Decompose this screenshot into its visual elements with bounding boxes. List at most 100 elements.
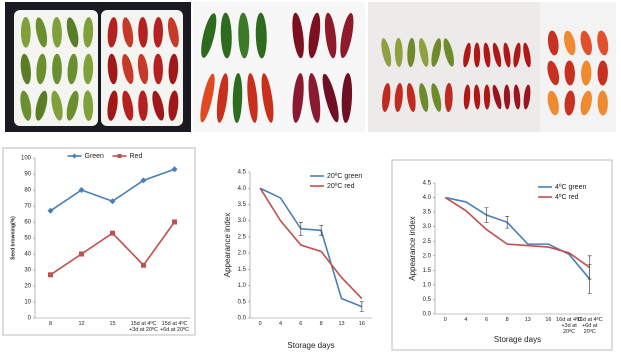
x-tick-label-box: 8	[506, 317, 509, 323]
point	[47, 207, 54, 214]
pepper	[340, 12, 354, 59]
pepper	[232, 73, 243, 123]
x-tick-label: 12	[78, 321, 85, 327]
y-tick-label: 2.0	[423, 253, 432, 259]
pepper	[107, 53, 118, 85]
series-line	[444, 196, 591, 269]
error-bar	[587, 255, 592, 280]
y-tick-label: 90	[24, 172, 31, 178]
pepper	[168, 53, 179, 85]
pepper	[564, 60, 575, 86]
peppers	[20, 12, 609, 123]
pepper	[407, 37, 416, 68]
x-tick-label-box: 16	[545, 317, 552, 323]
legend-label: 20ºC green	[327, 173, 362, 180]
series-line	[259, 187, 363, 308]
legend-label: Red	[130, 153, 143, 160]
pepper	[503, 84, 511, 110]
pepper	[20, 90, 32, 121]
pepper	[581, 60, 592, 86]
y-tick-label: 60	[24, 220, 31, 226]
pepper	[247, 73, 258, 123]
point	[110, 230, 115, 236]
y-tick-label: 2.5	[423, 239, 432, 245]
pepper	[394, 82, 403, 113]
pepper	[52, 53, 62, 85]
pepper	[122, 90, 134, 121]
y-tick-label: 10	[24, 300, 31, 306]
pepper	[107, 17, 118, 48]
pepper	[597, 60, 608, 86]
x-tick-label-box: 15d at 4ºC +6d at 20ºC	[159, 321, 190, 334]
pepper	[83, 90, 94, 121]
pepper	[66, 90, 79, 121]
x-tick-label: 16	[545, 317, 552, 323]
pepper	[238, 12, 250, 59]
x-tick-label: 15d at 4ºC +3d at 20ºC	[128, 321, 159, 334]
x-tick-label-box: 8	[320, 321, 323, 327]
y-tick-label: 100	[21, 156, 32, 162]
pepper	[473, 42, 481, 68]
x-tick-label: 13	[524, 317, 531, 323]
y-tick-label: 80	[24, 188, 31, 194]
pepper	[220, 12, 232, 59]
pepper	[167, 17, 179, 48]
pepper	[107, 90, 118, 121]
pepper	[483, 84, 491, 110]
pepper	[36, 53, 47, 85]
y-tick-label: 1.0	[423, 282, 432, 288]
y-tick-label: 4.5	[238, 170, 247, 176]
error-bar	[359, 301, 364, 312]
x-tick-label: 15d at 4ºC +6d at 20ºC	[159, 321, 190, 334]
y-tick-label: 4.0	[423, 195, 432, 201]
pepper	[406, 83, 416, 112]
x-tick-label: 6	[299, 321, 303, 327]
pepper	[83, 53, 94, 85]
x-tick-label: 15	[109, 321, 116, 327]
point	[79, 251, 84, 257]
x-tick-label-box: 12	[78, 321, 85, 327]
y-tick-label: 0	[28, 316, 32, 322]
x-tick-label-box: 13	[338, 321, 345, 327]
pepper	[580, 30, 592, 56]
y-tick-label: 0.5	[423, 297, 432, 303]
point	[172, 219, 177, 225]
y-tick-label: 0.5	[238, 299, 247, 305]
x-tick-label-box: 16	[359, 321, 365, 327]
pepper	[67, 53, 78, 85]
x-tick-label: 13	[338, 321, 345, 327]
pepper	[255, 12, 267, 59]
y-tick-label: 0.0	[238, 316, 247, 322]
pepper	[394, 37, 403, 68]
pepper	[308, 12, 321, 59]
error-bar	[484, 207, 489, 223]
pepper	[473, 84, 481, 110]
pepper	[547, 30, 559, 56]
x-tick-label: 4	[278, 321, 283, 327]
y-tick-label: 4.0	[238, 186, 247, 192]
x-tick-label-box: 16d at 4ºC +6d at 20ºC	[577, 317, 603, 335]
x-tick-label-box: 4	[278, 321, 283, 327]
pepper	[341, 73, 353, 123]
pepper	[483, 42, 491, 68]
pepper	[153, 53, 163, 85]
y-tick-label: 20	[24, 284, 31, 290]
x-tick-label-box: 16d at 4ºC +3d at 20ºC	[556, 317, 582, 335]
y-tick-label: 70	[24, 204, 31, 210]
y-tick-label: 2.5	[238, 234, 247, 240]
x-axis-title: Storage days	[494, 335, 541, 344]
y-tick-label: 1.5	[423, 268, 432, 274]
pepper	[564, 30, 576, 56]
series-line	[50, 168, 175, 212]
y-tick-label: 3.0	[423, 224, 432, 230]
x-tick-label-box: 15	[109, 321, 116, 327]
point	[48, 272, 53, 278]
chart-frame	[391, 159, 613, 351]
pepper	[292, 12, 304, 59]
x-tick-label: 0	[258, 321, 262, 327]
x-tick-label-box: 6	[485, 317, 488, 323]
pepper	[564, 90, 575, 116]
pepper	[261, 73, 274, 123]
y-tick-label: 4.5	[423, 181, 432, 187]
